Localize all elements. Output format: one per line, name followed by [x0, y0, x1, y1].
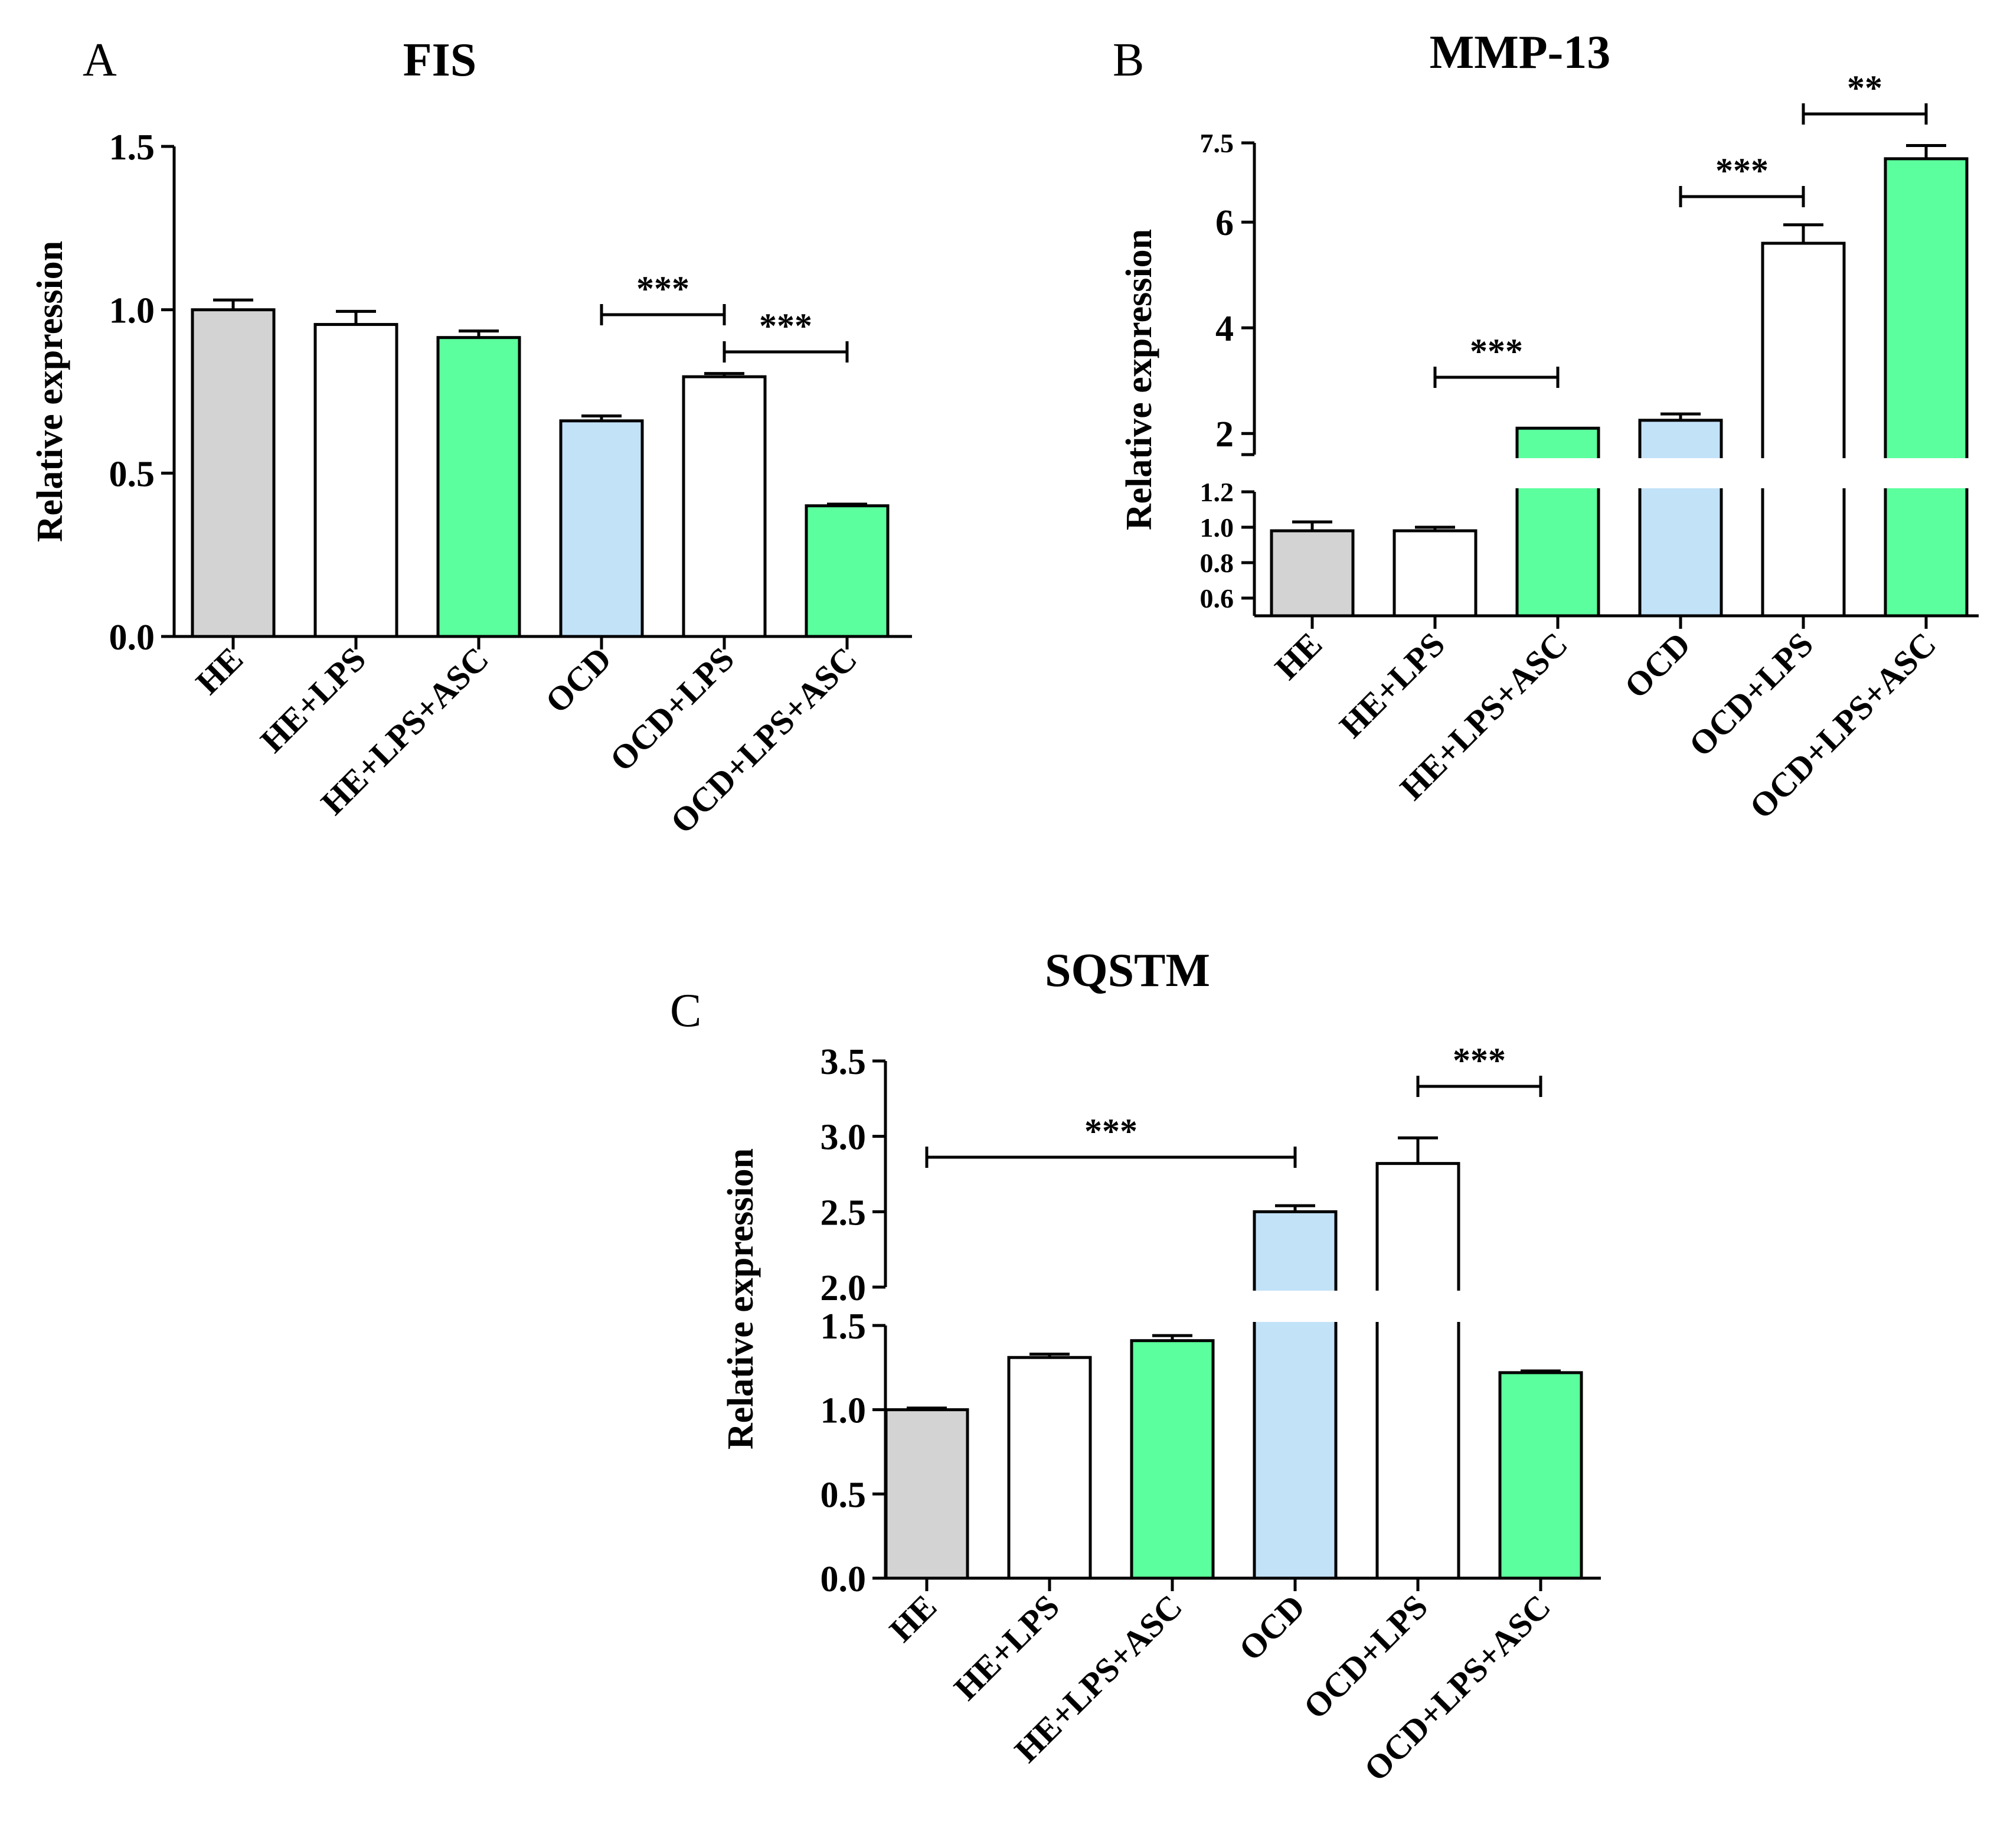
y-tick-label: 1.5 [109, 128, 155, 168]
bar [1638, 419, 1723, 618]
chart-title: FIS [403, 34, 477, 86]
y-tick-label: 2 [1215, 414, 1234, 455]
y-tick-label: 1.0 [821, 1391, 867, 1431]
bar [1130, 1339, 1215, 1580]
chart-panel-b: B MMP-13 Relative expression 0.6 0.8 1.0 1.2 2 4… [1113, 27, 1979, 826]
y-tick-label: 4 [1215, 309, 1234, 349]
y-axis-label: Relative expression [30, 241, 70, 542]
bar [559, 419, 644, 638]
x-tick-label: OCD [538, 639, 619, 720]
y-tick-label: 2.0 [821, 1268, 867, 1308]
chart-panel-a: A FIS Relative expression 0.0 0.5 1.0 1.5 HE HE+… [30, 34, 912, 841]
x-tick-label: OCD [1231, 1587, 1312, 1668]
significance-label: *** [1453, 1041, 1506, 1080]
x-tick-label: HE [188, 639, 250, 701]
y-tick-label: 3.5 [821, 1042, 867, 1082]
bar [436, 336, 521, 638]
y-tick-label: 0.5 [109, 454, 155, 494]
y-tick-label: 0.6 [1200, 583, 1234, 613]
x-tick-label: HE+LPS [1332, 625, 1452, 745]
y-axis-label: Relative expression [1119, 229, 1159, 530]
y-tick-label: 1.5 [821, 1307, 867, 1347]
bar-break-gap [1374, 1291, 1462, 1322]
y-tick-label: 3.0 [821, 1118, 867, 1158]
bar [1393, 529, 1478, 618]
panel-letter: A [83, 34, 117, 86]
y-tick-label: 1.0 [109, 291, 155, 331]
bar [313, 323, 398, 638]
x-tick-label: HE+LPS [946, 1587, 1067, 1707]
bar-break-gap [1251, 1291, 1339, 1322]
significance-label: *** [759, 306, 812, 345]
y-tick-label: 0.0 [821, 1559, 867, 1599]
bar [1498, 1371, 1583, 1580]
chart-panel-c: C SQSTM Relative expression 0.0 0.5 1.0 1.52.0… [670, 945, 1601, 1788]
y-tick-label: 1.2 [1200, 477, 1234, 507]
chart-title: MMP-13 [1430, 27, 1611, 79]
y-tick-label: 1.0 [1200, 512, 1234, 543]
bar [1761, 241, 1846, 618]
y-tick-label: 7.5 [1200, 128, 1234, 158]
x-tick-label: HE+LPS [253, 639, 373, 760]
bar-break-gap [1759, 458, 1848, 488]
bar [805, 504, 890, 638]
significance-label: *** [636, 269, 689, 308]
bar [1007, 1356, 1092, 1580]
y-tick-label: 0.0 [109, 618, 155, 658]
bar [1253, 1210, 1338, 1580]
bar-break-gap [1636, 458, 1725, 488]
bar [1375, 1162, 1460, 1580]
y-tick-label: 0.8 [1200, 548, 1234, 578]
bar [682, 375, 767, 638]
bar [191, 308, 276, 638]
x-tick-label: HE [1267, 625, 1329, 687]
y-tick-label: 6 [1215, 203, 1234, 243]
bar [884, 1408, 969, 1580]
y-tick-label: 2.5 [821, 1193, 867, 1233]
y-tick-label: 0.5 [821, 1475, 867, 1515]
y-axis-label: Relative expression [721, 1148, 761, 1449]
bar [1515, 426, 1600, 618]
bar-break-gap [1882, 458, 1970, 488]
x-tick-label: OCD [1617, 625, 1698, 706]
panel-letter: C [670, 985, 701, 1037]
significance-label: *** [1715, 151, 1769, 190]
bar [1270, 529, 1355, 618]
panel-letter: B [1113, 34, 1144, 86]
chart-title: SQSTM [1045, 945, 1210, 997]
significance-label: ** [1847, 68, 1882, 107]
bar [1884, 157, 1969, 618]
significance-label: *** [1470, 332, 1523, 371]
x-tick-label: HE [882, 1587, 944, 1649]
significance-label: *** [1084, 1112, 1137, 1151]
bar-break-gap [1514, 458, 1602, 488]
